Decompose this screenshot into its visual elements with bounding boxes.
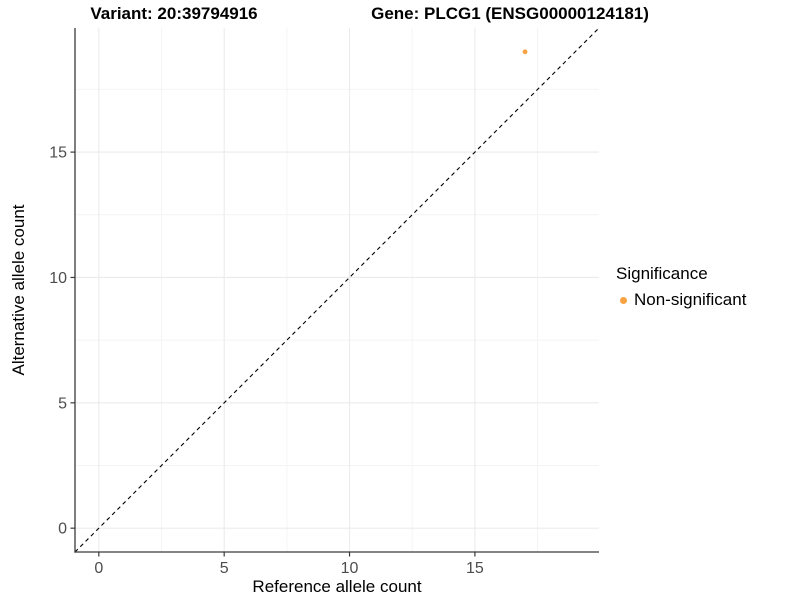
y-tick-label: 0: [58, 521, 67, 538]
legend-item-label: Non-significant: [634, 290, 746, 310]
legend: Significance Non-significant: [616, 264, 746, 310]
legend-title: Significance: [616, 264, 746, 284]
x-tick-label: 10: [341, 560, 359, 577]
legend-point-swatch: [620, 297, 627, 304]
y-axis-title: Alternative allele count: [9, 204, 29, 375]
y-tick-label: 15: [49, 145, 67, 162]
y-tick-label: 10: [49, 270, 67, 287]
x-tick-label: 5: [220, 560, 229, 577]
identity-line: [75, 28, 599, 552]
data-point: [523, 49, 528, 54]
x-tick-label: 15: [466, 560, 484, 577]
x-axis-title: Reference allele count: [252, 577, 421, 597]
y-tick-label: 5: [58, 395, 67, 412]
legend-item-non-significant: Non-significant: [616, 290, 746, 310]
plot-figure: Variant: 20:39794916 Gene: PLCG1 (ENSG00…: [0, 0, 800, 600]
x-tick-label: 0: [94, 560, 103, 577]
